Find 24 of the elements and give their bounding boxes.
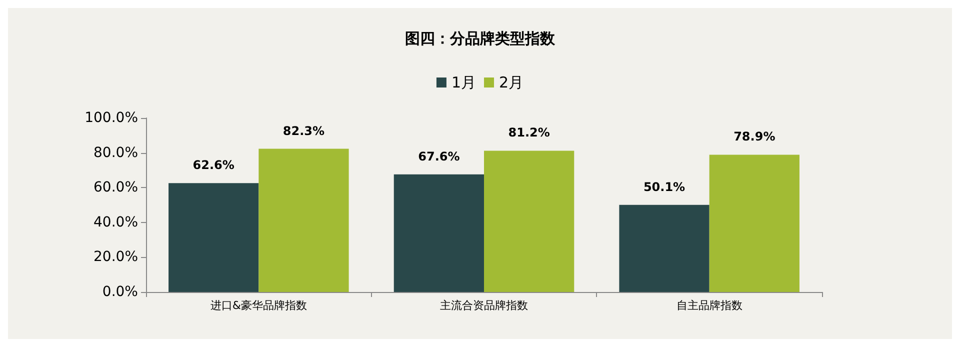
bar: [394, 174, 484, 292]
data-label: 81.2%: [508, 126, 550, 140]
x-tick-label: 进口&豪华品牌指数: [210, 299, 307, 312]
data-label: 67.6%: [418, 149, 460, 164]
bar: [168, 183, 259, 292]
bar: [258, 148, 349, 292]
legend-label: 1月: [451, 74, 476, 92]
bar: [619, 204, 710, 292]
bar: [484, 150, 574, 292]
y-tick-label: 0.0%: [102, 284, 138, 300]
legend-label: 2月: [499, 74, 524, 92]
x-tick-label: 主流合资品牌指数: [440, 299, 528, 312]
data-label: 50.1%: [643, 180, 686, 194]
chart-title: 图四：分品牌类型指数: [405, 30, 556, 48]
bar: [709, 154, 800, 292]
y-tick-label: 60.0%: [94, 180, 138, 196]
y-tick-label: 80.0%: [94, 144, 138, 161]
y-tick-label: 100.0%: [84, 110, 138, 126]
y-tick-label: 40.0%: [94, 214, 138, 230]
data-label: 62.6%: [192, 158, 234, 172]
y-tick-label: 20.0%: [94, 249, 138, 266]
data-label: 82.3%: [282, 124, 325, 138]
data-label: 78.9%: [734, 130, 776, 144]
x-tick-label: 自主品牌指数: [676, 299, 742, 312]
